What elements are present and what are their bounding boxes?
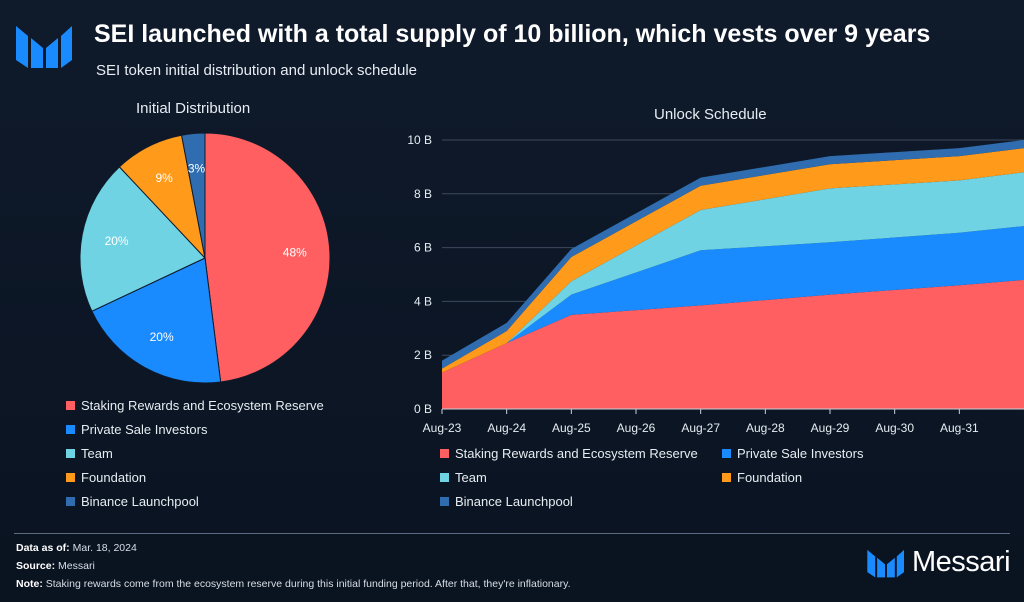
pie-data-label: 48% (283, 245, 307, 259)
pie-slice-team (79, 166, 206, 312)
area-chart: 0 B 2 B 4 B 6 B 8 B 10 B Aug-23 Aug-24 Aug-25 Aug… (407, 133, 1024, 435)
legend-label: Foundation (737, 470, 803, 485)
pie-slice-binance (180, 132, 206, 259)
footer-label: Source: (16, 560, 56, 572)
area-series-private (442, 226, 1024, 373)
pie-data-label: 20% (105, 234, 129, 248)
brand-name: Messari (912, 546, 1011, 578)
x-tick-label: Aug-30 (875, 421, 914, 435)
legend-swatch (440, 497, 449, 506)
legend-label: Team (81, 446, 113, 461)
x-tick-label: Aug-26 (617, 421, 656, 435)
legend-item-binance: Binance Launchpool (440, 494, 573, 509)
legend-label: Binance Launchpool (455, 494, 573, 509)
x-tick-label: Aug-23 (423, 421, 462, 435)
pie-slice-private (91, 257, 222, 384)
pie-chart-title: Initial Distribution (136, 100, 251, 117)
footer-value: Staking rewards come from the ecosystem … (45, 578, 571, 590)
area-chart-title: Unlock Schedule (654, 106, 767, 123)
legend-item-team: Team (440, 470, 487, 485)
legend-label: Private Sale Investors (81, 422, 208, 437)
x-tick-label: Aug-25 (552, 421, 591, 435)
legend-item-foundation: Foundation (66, 470, 146, 485)
legend-label: Staking Rewards and Ecosystem Reserve (455, 446, 698, 461)
legend-label: Binance Launchpool (81, 494, 199, 509)
footer-label: Note: (16, 578, 43, 590)
x-tick-label: Aug-28 (746, 421, 785, 435)
legend-swatch (440, 449, 449, 458)
x-tick-label: Aug-24 (487, 421, 526, 435)
footer-note: Note: Staking rewards come from the ecos… (16, 578, 571, 590)
area-series-foundation (442, 148, 1024, 373)
legend-item-private: Private Sale Investors (722, 446, 863, 461)
y-tick-label: 6 B (414, 241, 432, 255)
legend-item-foundation: Foundation (722, 470, 802, 485)
legend-label: Team (455, 470, 487, 485)
footer-label: Data as of: (16, 542, 70, 554)
y-tick-label: 10 B (407, 133, 432, 147)
pie-data-label: 9% (155, 171, 173, 185)
brand-logo: Messari (866, 546, 1011, 579)
footer-value: Messari (58, 560, 95, 572)
footer-divider (14, 533, 1010, 534)
legend-swatch (66, 449, 75, 458)
pie-data-label: 20% (150, 330, 174, 344)
y-tick-label: 8 B (414, 187, 432, 201)
legend-label: Foundation (81, 470, 147, 485)
legend-swatch (66, 401, 75, 410)
legend-swatch (66, 425, 75, 434)
area-legend: Staking Rewards and Ecosystem Reserve Pr… (440, 446, 1020, 516)
legend-swatch (66, 497, 75, 506)
pie-slice-staking (204, 132, 331, 383)
legend-swatch (722, 473, 731, 482)
pie-legend: Staking Rewards and Ecosystem Reserve Pr… (66, 398, 386, 516)
legend-label: Private Sale Investors (737, 446, 864, 461)
legend-swatch (440, 473, 449, 482)
x-tick-label: Aug-31 (940, 421, 979, 435)
x-tick-label: Aug-27 (681, 421, 720, 435)
legend-item-staking: Staking Rewards and Ecosystem Reserve (440, 446, 698, 461)
legend-label: Staking Rewards and Ecosystem Reserve (81, 398, 324, 413)
legend-item-binance: Binance Launchpool (66, 494, 199, 509)
legend-item-private: Private Sale Investors (66, 422, 207, 437)
footer-data-date: Data as of: Mar. 18, 2024 (16, 542, 137, 554)
legend-item-team: Team (66, 446, 113, 461)
page-subtitle: SEI token initial distribution and unloc… (96, 62, 418, 79)
messari-logo-icon (16, 26, 72, 68)
page-title: SEI launched with a total supply of 10 b… (94, 20, 931, 48)
area-series-staking (442, 279, 1024, 409)
pie-data-label: 3% (188, 161, 206, 175)
legend-swatch (66, 473, 75, 482)
footer-source: Source: Messari (16, 560, 95, 572)
legend-item-staking: Staking Rewards and Ecosystem Reserve (66, 398, 324, 413)
footer-value: Mar. 18, 2024 (72, 542, 137, 554)
pie-chart: 48% 20% 20% 9% 3% (79, 132, 331, 384)
y-tick-label: 2 B (414, 348, 432, 362)
y-tick-label: 4 B (414, 294, 432, 308)
area-series-team (442, 172, 1024, 373)
legend-swatch (722, 449, 731, 458)
x-tick-label: Aug-29 (811, 421, 850, 435)
messari-logo-icon (867, 549, 904, 577)
y-tick-label: 0 B (414, 402, 432, 416)
